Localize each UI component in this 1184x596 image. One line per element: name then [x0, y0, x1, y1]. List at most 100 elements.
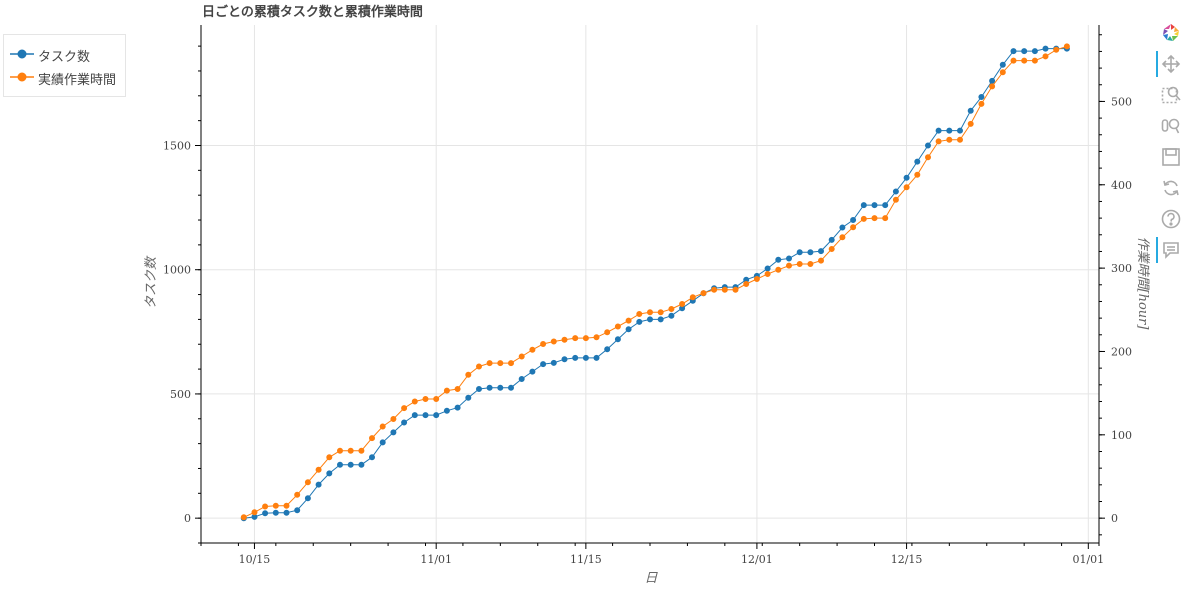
data-point-1[interactable]: [818, 257, 824, 264]
data-point-1[interactable]: [337, 447, 343, 454]
pan-tool-icon[interactable]: [1156, 51, 1184, 77]
data-point-0[interactable]: [989, 77, 996, 84]
data-point-1[interactable]: [347, 447, 354, 454]
data-point-0[interactable]: [337, 461, 343, 468]
data-point-1[interactable]: [807, 261, 814, 267]
data-point-1[interactable]: [251, 509, 258, 516]
data-point-1[interactable]: [1063, 43, 1070, 50]
data-point-1[interactable]: [240, 514, 247, 521]
data-point-1[interactable]: [764, 271, 771, 277]
data-point-0[interactable]: [1021, 48, 1028, 55]
data-point-1[interactable]: [283, 502, 290, 509]
data-point-1[interactable]: [999, 69, 1006, 76]
wheel-zoom-tool-icon[interactable]: [1156, 113, 1184, 139]
data-point-1[interactable]: [476, 363, 482, 370]
data-point-1[interactable]: [636, 311, 643, 317]
data-point-1[interactable]: [401, 405, 408, 412]
data-point-1[interactable]: [989, 83, 996, 90]
data-point-0[interactable]: [818, 248, 824, 255]
data-point-1[interactable]: [443, 387, 450, 394]
data-point-0[interactable]: [828, 236, 835, 243]
data-point-1[interactable]: [454, 386, 461, 392]
data-point-1[interactable]: [753, 276, 760, 282]
data-point-1[interactable]: [978, 100, 985, 107]
data-point-1[interactable]: [604, 329, 611, 336]
data-point-1[interactable]: [871, 215, 878, 222]
data-point-1[interactable]: [561, 336, 568, 343]
data-point-1[interactable]: [518, 353, 525, 360]
data-point-0[interactable]: [433, 412, 440, 419]
bokeh-logo-icon[interactable]: [1156, 20, 1184, 46]
data-point-0[interactable]: [871, 202, 878, 209]
data-point-1[interactable]: [668, 306, 675, 312]
data-point-0[interactable]: [518, 376, 525, 382]
data-point-0[interactable]: [550, 359, 557, 366]
data-point-0[interactable]: [903, 174, 910, 181]
data-point-0[interactable]: [1010, 48, 1017, 55]
data-point-1[interactable]: [743, 281, 750, 287]
legend-item-hours[interactable]: 実績作業時間: [4, 67, 124, 88]
data-point-1[interactable]: [657, 309, 664, 316]
data-point-0[interactable]: [390, 429, 397, 436]
data-point-0[interactable]: [304, 495, 311, 502]
data-point-1[interactable]: [860, 215, 867, 222]
data-point-1[interactable]: [497, 360, 504, 367]
data-point-0[interactable]: [957, 127, 963, 134]
data-point-0[interactable]: [657, 316, 664, 323]
data-point-1[interactable]: [508, 360, 514, 367]
data-point-1[interactable]: [903, 184, 910, 191]
data-point-1[interactable]: [1042, 53, 1049, 60]
data-point-0[interactable]: [775, 256, 782, 263]
data-point-1[interactable]: [839, 234, 846, 241]
data-point-1[interactable]: [422, 396, 429, 402]
data-point-1[interactable]: [582, 335, 589, 342]
data-point-0[interactable]: [1042, 45, 1049, 52]
data-point-0[interactable]: [347, 461, 354, 468]
data-point-1[interactable]: [882, 215, 889, 222]
data-point-1[interactable]: [529, 346, 536, 353]
data-point-1[interactable]: [957, 136, 963, 143]
data-point-0[interactable]: [529, 368, 536, 375]
data-point-1[interactable]: [711, 286, 718, 293]
data-point-1[interactable]: [379, 423, 386, 430]
data-point-1[interactable]: [1031, 57, 1038, 64]
data-point-0[interactable]: [294, 507, 301, 514]
data-point-0[interactable]: [486, 384, 493, 391]
data-point-1[interactable]: [828, 246, 835, 252]
data-point-1[interactable]: [935, 138, 942, 145]
data-point-0[interactable]: [476, 386, 482, 392]
data-point-1[interactable]: [272, 502, 279, 509]
data-point-0[interactable]: [636, 318, 643, 325]
data-point-0[interactable]: [860, 202, 867, 209]
data-point-1[interactable]: [390, 416, 397, 422]
data-point-1[interactable]: [625, 317, 632, 324]
data-point-0[interactable]: [411, 412, 418, 419]
data-point-0[interactable]: [935, 127, 942, 134]
data-point-0[interactable]: [582, 354, 589, 361]
data-point-0[interactable]: [497, 384, 504, 391]
data-point-0[interactable]: [272, 509, 279, 516]
data-point-0[interactable]: [914, 158, 921, 165]
data-point-0[interactable]: [1031, 48, 1038, 55]
data-point-0[interactable]: [978, 94, 985, 100]
data-point-1[interactable]: [689, 294, 696, 301]
data-point-1[interactable]: [262, 503, 269, 510]
data-point-0[interactable]: [668, 312, 675, 319]
data-point-1[interactable]: [967, 120, 974, 127]
data-point-1[interactable]: [593, 334, 600, 341]
data-point-1[interactable]: [369, 435, 375, 442]
data-point-1[interactable]: [679, 301, 686, 307]
data-point-1[interactable]: [850, 224, 857, 231]
data-point-1[interactable]: [1021, 57, 1028, 64]
data-point-0[interactable]: [540, 361, 547, 368]
data-point-1[interactable]: [433, 396, 440, 402]
data-point-0[interactable]: [967, 107, 974, 114]
save-tool-icon[interactable]: [1156, 144, 1184, 170]
box-zoom-tool-icon[interactable]: [1156, 82, 1184, 108]
data-point-0[interactable]: [647, 316, 653, 323]
data-point-0[interactable]: [604, 346, 611, 353]
data-point-1[interactable]: [326, 454, 333, 461]
data-point-0[interactable]: [796, 249, 803, 256]
data-point-0[interactable]: [315, 481, 322, 488]
data-point-0[interactable]: [283, 509, 290, 516]
